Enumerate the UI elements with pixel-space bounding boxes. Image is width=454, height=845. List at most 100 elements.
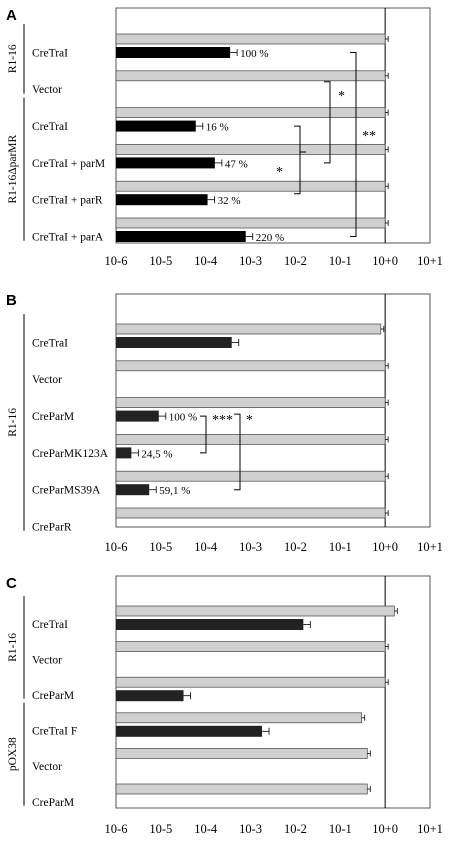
- significance-bracket: [350, 52, 357, 237]
- gray-bar: [115, 70, 386, 82]
- category-label: CreTraI: [32, 47, 68, 59]
- bar-label: 24,5 %: [141, 448, 172, 460]
- black-bar: [116, 157, 215, 169]
- x-tick-label: 10+1: [417, 822, 443, 836]
- gray-bar: [115, 107, 386, 118]
- x-tick-label: 10-5: [149, 254, 172, 268]
- x-tick-label: 10-4: [194, 822, 218, 836]
- category-label: CreTraI + parM: [32, 158, 105, 170]
- black-bar: [116, 120, 196, 132]
- x-tick-label: 10+1: [417, 540, 443, 554]
- gray-bar: [115, 507, 386, 519]
- black-bar: [116, 337, 232, 348]
- category-label: CreTraI + parA: [32, 231, 104, 243]
- category-label: Vector: [32, 761, 62, 773]
- category-label: CreParM: [32, 411, 74, 423]
- plot-frame: [115, 293, 431, 528]
- gray-bar: [115, 397, 386, 408]
- gray-bar: [115, 434, 386, 445]
- category-label: CreTraI F: [32, 726, 77, 738]
- gray-bar: [115, 323, 382, 335]
- gray-bar: [115, 33, 386, 45]
- black-bar: [116, 410, 159, 422]
- significance-marker: *: [246, 413, 253, 428]
- panel-a: A 10-6 10-5 10-4 10-3 10-2 10-1 10+0 10+1 100 % C…: [6, 7, 443, 268]
- bar-label: 220 %: [256, 232, 284, 244]
- significance-bracket: [234, 413, 241, 491]
- x-tick-label: 10-3: [239, 254, 262, 268]
- panel-b: B 10-6 10-5 10-4 10-3 10-2 10-1 10+0 10+1 CreTra…: [6, 292, 443, 554]
- group-label: R1-16: [7, 633, 19, 662]
- x-tick-label: 10-4: [194, 540, 218, 554]
- gray-bar: [115, 360, 386, 372]
- x-tick-label: 10-5: [149, 540, 172, 554]
- x-tick-label: 10-1: [329, 254, 352, 268]
- x-tick-label: 10-2: [284, 254, 307, 268]
- significance-marker: *: [276, 165, 283, 180]
- x-tick-label: 10-6: [105, 822, 128, 836]
- x-tick-label: 10-3: [239, 822, 262, 836]
- x-tick-label: 10-2: [284, 822, 307, 836]
- bar-label: 100 %: [169, 412, 197, 424]
- category-label: Vector: [32, 84, 62, 96]
- x-tick-label: 10-6: [105, 254, 128, 268]
- x-tick-label: 10+0: [372, 822, 398, 836]
- gray-bar: [115, 470, 386, 482]
- significance-bracket: [324, 81, 331, 164]
- panel-a-letter: A: [6, 7, 17, 24]
- x-tick-label: 10+0: [372, 540, 398, 554]
- panel-b-letter: B: [6, 292, 17, 309]
- black-bar: [116, 47, 231, 58]
- x-tick-label: 10-1: [329, 822, 352, 836]
- gray-bar: [115, 748, 368, 759]
- x-tick-label: 10-5: [149, 822, 172, 836]
- gray-bar: [115, 783, 368, 795]
- category-label: CreParMS39A: [32, 485, 101, 497]
- black-bar: [116, 194, 208, 206]
- gray-bar: [115, 605, 395, 617]
- bar-label: 47 %: [225, 158, 248, 170]
- black-bar: [116, 725, 263, 737]
- category-label: CreParM: [32, 797, 74, 809]
- gray-bar: [115, 180, 386, 192]
- panel-c-letter: C: [6, 575, 17, 592]
- x-tick-label: 10-2: [284, 540, 307, 554]
- black-bar: [116, 690, 184, 702]
- significance-marker: *: [338, 89, 345, 104]
- black-bar: [116, 484, 150, 496]
- significance-bracket: [200, 415, 207, 454]
- x-tick-label: 10-6: [105, 540, 128, 554]
- gray-bar: [115, 144, 386, 155]
- x-tick-label: 10-4: [194, 254, 218, 268]
- x-tick-label: 10+1: [417, 254, 443, 268]
- category-label: CreParR: [32, 521, 72, 533]
- black-bar: [116, 231, 246, 242]
- bar-label: 59,1 %: [159, 485, 190, 497]
- group-label: pOX38: [7, 737, 19, 771]
- category-label: Vector: [32, 654, 62, 666]
- gray-bar: [115, 641, 386, 652]
- gray-bar: [115, 676, 386, 688]
- gray-bar: [115, 712, 363, 724]
- group-label: R1-16: [7, 408, 19, 437]
- significance-bracket: [294, 125, 301, 195]
- category-label: CreTraI: [32, 121, 68, 133]
- category-label: CreTraI + parR: [32, 195, 103, 207]
- bar-label: 16 %: [206, 122, 229, 134]
- category-label: Vector: [32, 374, 62, 386]
- category-label: CreTraI: [32, 619, 68, 631]
- significance-marker: ***: [212, 413, 233, 428]
- x-tick-label: 10-3: [239, 540, 262, 554]
- category-label: CreTraI: [32, 337, 68, 349]
- group-label: R1-16: [7, 44, 19, 73]
- x-tick-label: 10+0: [372, 254, 398, 268]
- significance-marker: **: [362, 129, 376, 144]
- group-label: R1-16ΔparMR: [7, 135, 19, 204]
- category-label: CreParMK123A: [32, 448, 109, 460]
- bar-label: 100 %: [240, 48, 268, 60]
- bar-label: 32 %: [218, 195, 241, 207]
- panel-c: C 10-6 10-5 10-4 10-3 10-2 10-1 10+0 10+1 CreTra…: [6, 575, 443, 836]
- gray-bar: [115, 217, 386, 229]
- black-bar: [116, 447, 132, 459]
